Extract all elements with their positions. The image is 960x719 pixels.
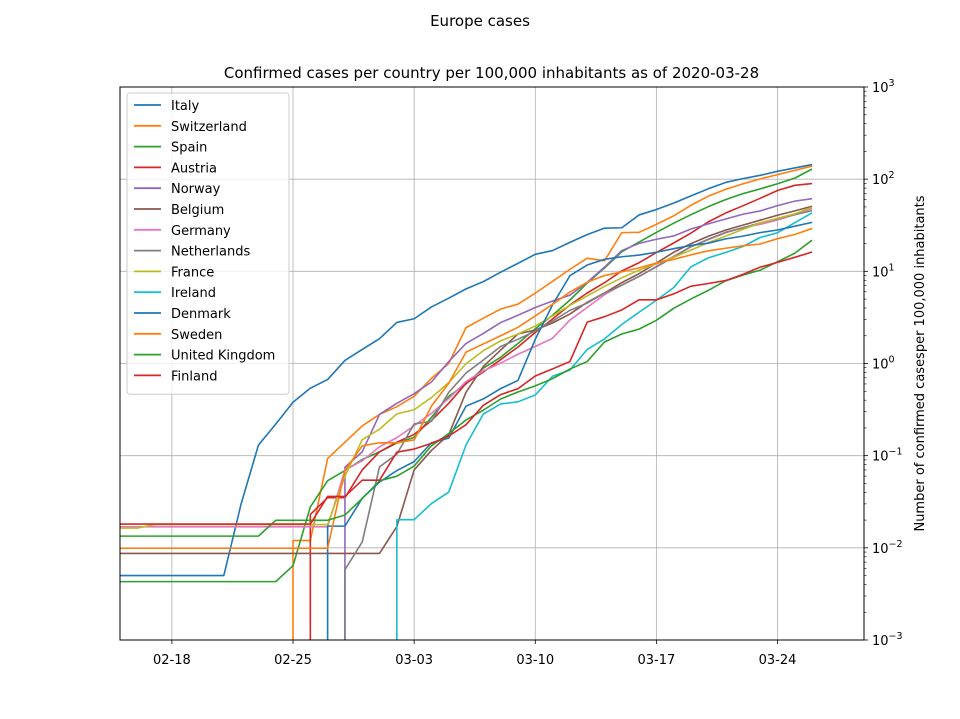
x-axis: 02-18 02-25 03-03 03-10 03-17 03-24 (153, 640, 796, 668)
y-axis-label: Number of confirmed casesper 100,000 inh… (913, 195, 928, 531)
legend-label: Switzerland (171, 120, 247, 135)
y-tick-label: 103 (872, 78, 895, 96)
series-lines (120, 163, 813, 640)
legend-label: United Kingdom (171, 349, 275, 364)
legend-label: Finland (171, 369, 217, 384)
legend-label: Italy (171, 99, 200, 114)
legend-label: Germany (171, 224, 231, 239)
x-tick-label: 03-10 (516, 653, 554, 668)
series-line-austria (309, 182, 813, 640)
legend-label: Denmark (171, 307, 231, 322)
series-line-united-kingdom (120, 239, 813, 537)
y-tick-exponent: −2 (889, 539, 903, 550)
series-line-denmark (326, 221, 813, 640)
y-tick-exponent: 0 (889, 355, 895, 366)
x-tick-label: 02-18 (153, 653, 191, 668)
y-tick-base: 10 (872, 81, 889, 96)
y-tick-base: 10 (872, 542, 889, 557)
y-tick-base: 10 (872, 265, 889, 280)
y-tick-label: 10−3 (872, 631, 903, 649)
legend: Italy Switzerland Spain Austria Norway Belgiu… (126, 92, 290, 395)
y-tick-base: 10 (872, 358, 889, 373)
y-tick-exponent: 1 (889, 262, 895, 273)
legend-frame (126, 92, 290, 395)
series-line-belgium (120, 205, 813, 555)
y-tick-exponent: −3 (889, 631, 903, 642)
series-line-italy (120, 163, 813, 577)
figure-suptitle: Europe cases (430, 12, 530, 30)
y-tick-exponent: 2 (889, 170, 895, 181)
series-line-finland (120, 251, 813, 525)
y-tick-exponent: 3 (889, 78, 895, 89)
legend-label: Austria (171, 161, 217, 176)
y-tick-base: 10 (872, 173, 889, 188)
y-tick-label: 100 (872, 355, 895, 373)
legend-label: France (171, 265, 214, 280)
series-line-ireland (396, 212, 813, 640)
y-tick-base: 10 (872, 634, 889, 649)
series-line-sweden (120, 227, 813, 550)
legend-label: Belgium (171, 203, 224, 218)
y-tick-label: 101 (872, 262, 895, 280)
y-tick-exponent: −1 (889, 447, 903, 458)
series-line-switzerland (292, 165, 813, 640)
legend-label: Spain (171, 141, 207, 156)
x-tick-label: 02-25 (274, 653, 312, 668)
x-tick-label: 03-17 (637, 653, 675, 668)
x-tick-label: 03-24 (759, 653, 797, 668)
y-tick-label: 10−1 (872, 447, 903, 465)
y-tick-label: 10−2 (872, 539, 903, 557)
x-tick-label: 03-03 (395, 653, 433, 668)
series-line-netherlands (344, 209, 813, 640)
legend-label: Ireland (171, 286, 216, 301)
chart-title: Confirmed cases per country per 100,000 … (224, 64, 759, 82)
legend-label: Netherlands (171, 245, 250, 260)
legend-label: Sweden (171, 328, 222, 343)
legend-label: Norway (171, 182, 221, 197)
y-tick-base: 10 (872, 450, 889, 465)
series-line-norway (344, 197, 813, 640)
y-tick-label: 102 (872, 170, 895, 188)
